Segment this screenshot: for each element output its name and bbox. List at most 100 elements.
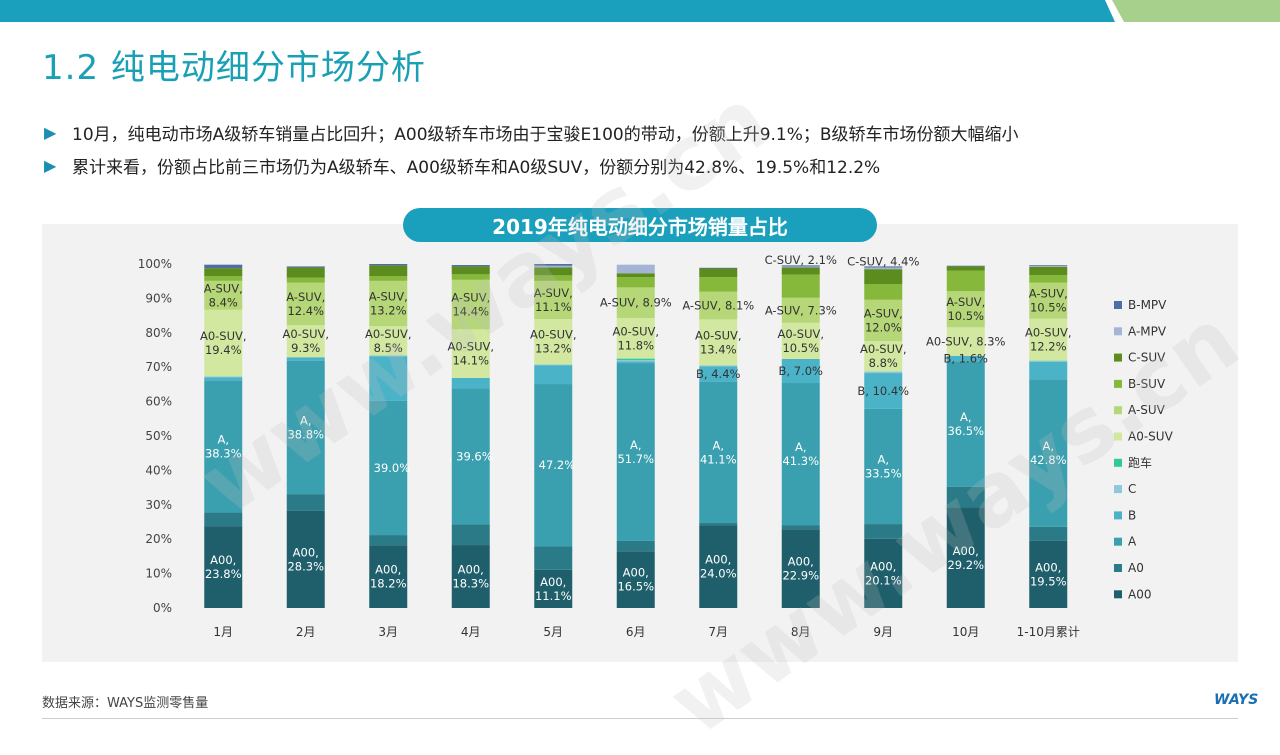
footer-divider bbox=[42, 718, 1238, 719]
bar-segment bbox=[782, 275, 820, 298]
data-label: 23.8% bbox=[205, 567, 242, 581]
data-label: 8.4% bbox=[209, 295, 238, 309]
ways-logo: WAYS bbox=[1214, 692, 1258, 708]
bar-segment bbox=[699, 277, 737, 291]
bar-segment bbox=[452, 265, 490, 266]
data-label: A0-SUV, bbox=[282, 327, 329, 341]
data-label: A00, bbox=[540, 575, 566, 589]
data-label: A, bbox=[217, 432, 229, 446]
data-label: 24.0% bbox=[700, 567, 737, 581]
data-label: 18.3% bbox=[452, 577, 489, 591]
bar-segment bbox=[617, 265, 655, 274]
data-label: A00, bbox=[870, 559, 896, 573]
data-label: B, 7.0% bbox=[779, 364, 823, 378]
data-label: 10.5% bbox=[782, 341, 819, 355]
legend-label: C-SUV bbox=[1128, 351, 1166, 365]
bar-segment bbox=[617, 277, 655, 287]
data-label: A00, bbox=[210, 553, 236, 567]
legend-swatch bbox=[1114, 327, 1122, 335]
legend-swatch bbox=[1114, 406, 1122, 414]
data-label: 42.8% bbox=[1030, 453, 1067, 467]
bar-segment bbox=[287, 267, 325, 277]
legend-label: A0-SUV bbox=[1128, 430, 1174, 444]
bar-segment bbox=[204, 377, 242, 380]
bullet-item: ▶ 累计来看，份额占比前三市场仍为A级轿车、A00级轿车和A0级SUV，份额分别… bbox=[44, 149, 1019, 182]
bar-segment bbox=[534, 266, 572, 268]
y-tick-label: 40% bbox=[145, 463, 172, 477]
data-label: A-SUV, bbox=[286, 290, 325, 304]
bar-segment bbox=[369, 535, 407, 545]
bar-segment bbox=[534, 364, 572, 365]
y-tick-label: 100% bbox=[138, 257, 172, 271]
data-label: 11.1% bbox=[535, 589, 572, 603]
data-label: 28.3% bbox=[287, 559, 324, 573]
data-label: 8.8% bbox=[869, 356, 898, 370]
top-banner-main bbox=[0, 0, 1115, 22]
legend-label: A0 bbox=[1128, 561, 1144, 575]
x-tick-label: 2月 bbox=[296, 625, 316, 639]
x-tick-label: 8月 bbox=[791, 625, 811, 639]
data-label: 41.1% bbox=[700, 452, 737, 466]
chart-title: 2019年纯电动细分市场销量占比 bbox=[403, 208, 877, 242]
data-label: A0-SUV, bbox=[447, 340, 494, 354]
legend-label: A-SUV bbox=[1128, 403, 1166, 417]
x-tick-label: 7月 bbox=[708, 625, 728, 639]
legend-swatch bbox=[1114, 301, 1122, 309]
data-label: A0-SUV, bbox=[365, 327, 412, 341]
bar-segment bbox=[947, 266, 985, 267]
legend-label: 跑车 bbox=[1128, 455, 1152, 470]
data-label: 19.5% bbox=[1030, 574, 1067, 588]
data-label: 12.4% bbox=[287, 304, 324, 318]
bar-segment bbox=[452, 266, 490, 274]
bar-segment bbox=[1029, 266, 1067, 267]
legend-swatch bbox=[1114, 380, 1122, 388]
x-tick-label: 1月 bbox=[213, 625, 233, 639]
top-banner-accent bbox=[1112, 0, 1280, 22]
data-label: 33.5% bbox=[865, 466, 902, 480]
legend-label: A00 bbox=[1128, 587, 1151, 601]
y-tick-label: 30% bbox=[145, 498, 172, 512]
bullet-text: 累计来看，份额占比前三市场仍为A级轿车、A00级轿车和A0级SUV，份额分别为4… bbox=[72, 153, 880, 178]
data-label: 38.8% bbox=[287, 427, 324, 441]
data-label: A, bbox=[300, 413, 312, 427]
legend-swatch bbox=[1114, 590, 1122, 598]
bar-segment bbox=[534, 267, 572, 275]
bar-segment bbox=[1029, 361, 1067, 362]
top-banner-shape bbox=[0, 0, 1280, 22]
data-label: A-SUV, 8.9% bbox=[600, 296, 672, 310]
bar-segment bbox=[287, 357, 325, 360]
y-tick-label: 90% bbox=[145, 291, 172, 305]
data-label: A00, bbox=[1035, 560, 1061, 574]
y-tick-label: 10% bbox=[145, 567, 172, 581]
data-label: A00, bbox=[788, 555, 814, 569]
bar-segment bbox=[782, 525, 820, 529]
bar-segment bbox=[782, 267, 820, 274]
bar-segment bbox=[1029, 362, 1067, 380]
legend-swatch bbox=[1114, 433, 1122, 441]
data-label: A-SUV, 8.1% bbox=[682, 298, 754, 312]
bar-segment bbox=[1029, 267, 1067, 275]
bar-segment bbox=[287, 278, 325, 283]
data-label: 29.2% bbox=[947, 558, 984, 572]
bar-segment bbox=[617, 360, 655, 361]
data-label: A0-SUV, bbox=[200, 329, 247, 343]
data-label: 8.5% bbox=[374, 341, 403, 355]
bar-segment bbox=[287, 494, 325, 511]
data-label: A0-SUV, bbox=[695, 328, 742, 342]
data-label: 41.3% bbox=[782, 454, 819, 468]
data-label: A-SUV, bbox=[1029, 287, 1068, 301]
bar-segment bbox=[947, 487, 985, 508]
data-label: A-SUV, 7.3% bbox=[765, 303, 837, 317]
data-label: B, 4.4% bbox=[696, 367, 740, 381]
data-label: A, bbox=[795, 440, 807, 454]
data-label: A-SUV, bbox=[204, 281, 243, 295]
bar-segment bbox=[864, 371, 902, 373]
y-tick-label: 50% bbox=[145, 429, 172, 443]
legend-label: B bbox=[1128, 508, 1136, 522]
bar-segment bbox=[617, 541, 655, 551]
bar-segment bbox=[699, 268, 737, 277]
legend-swatch bbox=[1114, 485, 1122, 493]
data-label: 51.7% bbox=[617, 452, 654, 466]
bar-segment bbox=[452, 378, 490, 388]
data-label: A-SUV, bbox=[534, 286, 573, 300]
